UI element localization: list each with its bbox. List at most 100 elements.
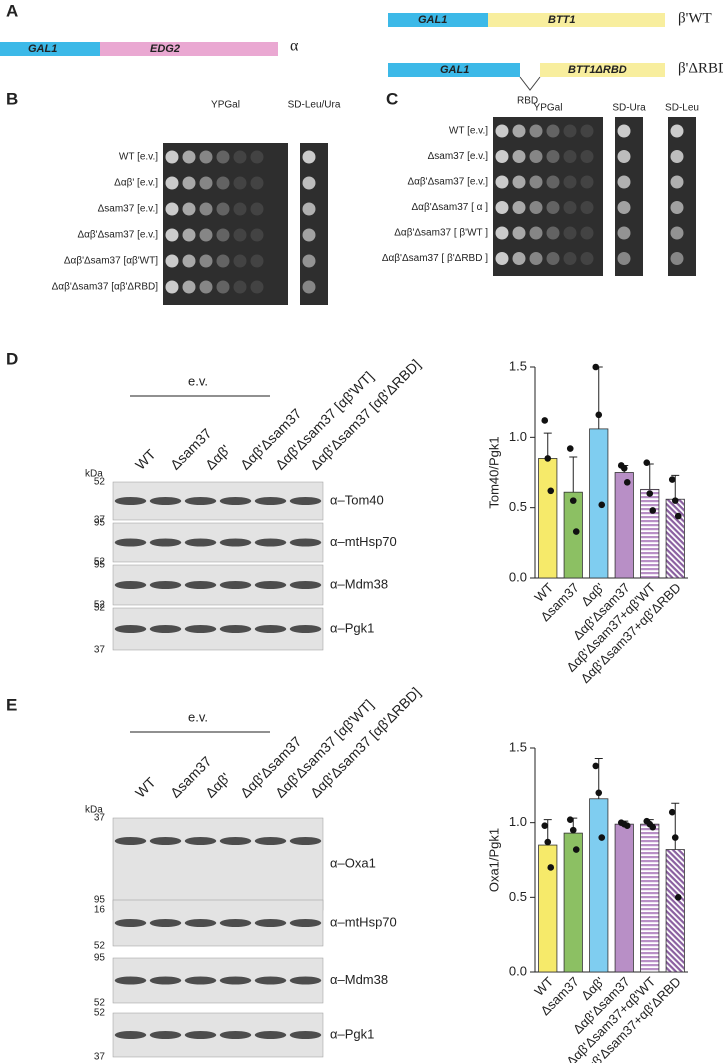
colony-spot xyxy=(199,280,213,294)
colony-spot xyxy=(580,175,594,189)
bar xyxy=(589,428,609,579)
colony-spot xyxy=(233,280,247,294)
colony-spot xyxy=(580,201,594,214)
strain-label: WT [e.v.] xyxy=(119,152,158,163)
plate xyxy=(163,143,288,305)
antibody-label: α–Pgk1 xyxy=(330,1026,374,1041)
lane-label: Δαβ' xyxy=(202,442,233,473)
colony-spot xyxy=(563,150,577,163)
colony-spot xyxy=(216,228,230,242)
deletion-label: RBD xyxy=(517,96,538,107)
colony-spot xyxy=(512,252,526,265)
colony-spot xyxy=(617,124,631,138)
data-point xyxy=(572,528,580,535)
error-bar xyxy=(543,432,552,459)
plate xyxy=(300,143,328,305)
colony-spot xyxy=(182,280,196,294)
marker-label: 95 xyxy=(94,953,106,964)
data-point xyxy=(668,476,676,483)
plate xyxy=(668,117,696,276)
colony-spot xyxy=(216,176,230,190)
band xyxy=(254,497,287,505)
panel-letter: C xyxy=(386,89,398,108)
colony-spot xyxy=(546,150,560,163)
band xyxy=(289,625,322,633)
strain-label: Δαβ'Δsam37 [αβ'WT] xyxy=(64,256,158,267)
promoter-label: GAL1 xyxy=(28,43,57,55)
blot xyxy=(112,1012,324,1058)
colony-spot xyxy=(670,175,684,189)
promoter-label: GAL1 xyxy=(418,14,447,26)
band xyxy=(219,581,252,589)
y-tick-label: 1.0 xyxy=(509,814,527,829)
band xyxy=(289,837,322,845)
y-axis-label: Tom40/Pgk1 xyxy=(486,436,501,508)
colony-spot xyxy=(182,202,196,216)
data-point xyxy=(595,411,603,419)
band xyxy=(184,919,217,927)
colony-spot xyxy=(563,226,577,240)
band xyxy=(184,581,217,589)
band xyxy=(219,1031,252,1039)
band xyxy=(254,919,287,927)
colony-spot xyxy=(250,254,264,268)
colony-spot xyxy=(563,201,577,214)
strain-label: Δαβ' [e.v.] xyxy=(114,178,158,189)
marker-label: 95 xyxy=(94,518,106,529)
promoter-box xyxy=(388,63,520,77)
marker-label: 52 xyxy=(94,477,106,488)
data-point xyxy=(649,507,657,514)
colony-spot xyxy=(199,228,213,242)
band xyxy=(219,497,252,505)
colony-spot xyxy=(512,201,526,214)
blot xyxy=(112,607,324,651)
data-point xyxy=(674,894,682,901)
strain-label: Δsam37 [e.v.] xyxy=(428,151,489,162)
colony-spot xyxy=(580,150,594,163)
data-point xyxy=(646,490,654,497)
strain-label: Δαβ'Δsam37 [e.v.] xyxy=(77,230,158,241)
colony-spot xyxy=(529,175,543,189)
band xyxy=(254,625,287,633)
colony-spot xyxy=(495,175,509,189)
data-point xyxy=(623,479,631,486)
data-point xyxy=(592,363,600,371)
band xyxy=(149,976,182,985)
colony-spot xyxy=(512,226,526,240)
vector-label: e.v. xyxy=(188,373,208,388)
band xyxy=(254,581,287,589)
colony-spot xyxy=(529,252,543,265)
band xyxy=(289,538,322,547)
gene-box xyxy=(488,13,665,27)
band xyxy=(149,538,182,547)
data-point xyxy=(595,789,603,797)
band xyxy=(254,1031,287,1039)
vector-label: e.v. xyxy=(188,709,208,724)
y-tick-label: 0.0 xyxy=(509,569,527,584)
colony-spot xyxy=(495,226,509,240)
colony-spot xyxy=(302,228,316,242)
bar xyxy=(614,823,634,973)
band xyxy=(184,497,217,505)
data-point xyxy=(572,846,580,853)
blot xyxy=(112,564,324,606)
colony-spot xyxy=(529,226,543,240)
colony-spot xyxy=(165,176,179,190)
blot xyxy=(112,481,324,521)
band xyxy=(149,581,182,589)
plate xyxy=(493,117,603,276)
marker-label: 16 xyxy=(94,905,106,916)
panel-letter: E xyxy=(6,695,17,714)
data-point xyxy=(671,834,679,841)
data-point xyxy=(649,823,657,831)
band xyxy=(219,976,252,985)
band xyxy=(114,625,147,633)
deletion-mark xyxy=(519,76,541,91)
medium-label: YPGal xyxy=(211,100,240,111)
y-axis-label: Oxa1/Pgk1 xyxy=(486,828,501,892)
colony-spot xyxy=(182,150,196,164)
data-point xyxy=(566,445,574,452)
plate xyxy=(615,117,643,276)
bar xyxy=(538,844,558,973)
